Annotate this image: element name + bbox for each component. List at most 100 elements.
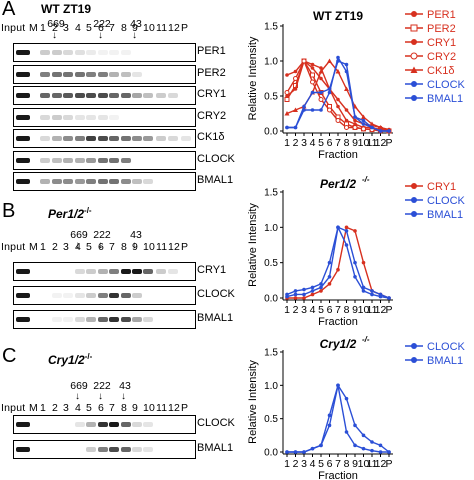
y-tick-label: 0.0 xyxy=(264,294,278,305)
blot-band xyxy=(143,136,153,141)
data-point xyxy=(293,450,298,454)
x-tick-label: 5 xyxy=(318,137,324,149)
data-point xyxy=(327,282,332,286)
data-point xyxy=(310,79,315,85)
lane-header-label: 11 xyxy=(156,241,168,253)
lane-header-label: 6 xyxy=(98,22,105,34)
data-point xyxy=(319,108,323,112)
x-tick-label: 7 xyxy=(335,137,341,149)
y-tick-label: 0.5 xyxy=(264,414,278,425)
data-point xyxy=(285,94,289,98)
blot-band xyxy=(63,179,73,184)
input-band xyxy=(16,114,30,120)
data-point xyxy=(284,90,290,95)
blot-band xyxy=(132,422,142,427)
lane-header-label: Input xyxy=(1,241,26,253)
data-point xyxy=(378,443,383,448)
blot-band xyxy=(143,422,153,427)
x-tick-label: 9 xyxy=(352,458,358,470)
blot-band xyxy=(132,317,142,322)
data-point xyxy=(378,292,383,297)
blot-band xyxy=(132,93,142,98)
blot-band xyxy=(75,114,85,120)
blot-band xyxy=(109,269,119,274)
chart-title: WT ZT19 xyxy=(313,9,363,23)
blot-band xyxy=(121,50,131,55)
data-point xyxy=(302,108,306,112)
legend-label: CLOCK xyxy=(427,79,466,91)
size-marker-label: 43 xyxy=(130,18,142,30)
data-point xyxy=(378,129,383,133)
x-tick-label: 5 xyxy=(318,304,324,316)
y-tick-label: 0.5 xyxy=(264,92,278,103)
blot-band xyxy=(121,136,131,141)
blot-band xyxy=(156,136,166,141)
blot-row xyxy=(13,262,196,281)
x-tick-label: 4 xyxy=(310,304,316,316)
data-point xyxy=(327,413,332,418)
x-tick-label: 3 xyxy=(301,304,307,316)
data-point xyxy=(353,118,357,123)
blot-band xyxy=(181,136,191,141)
blot-band xyxy=(86,293,96,298)
x-tick-label: 2 xyxy=(293,458,299,470)
blot-band xyxy=(63,157,73,163)
legend-label: CRY1 xyxy=(427,37,456,49)
size-marker-arrow: ↓ xyxy=(132,30,137,41)
x-tick-label: 4 xyxy=(310,458,316,470)
blot-row-label: BMAL1 xyxy=(197,312,234,324)
legend-label: PER2 xyxy=(427,23,456,35)
blot-band xyxy=(52,114,62,120)
input-band xyxy=(16,422,30,427)
data-point xyxy=(344,225,349,230)
blot-band xyxy=(75,317,85,322)
data-point xyxy=(353,122,357,126)
blot-band xyxy=(98,157,108,163)
y-tick-label: 1.5 xyxy=(264,22,278,33)
data-point xyxy=(361,446,366,451)
blot-row-label: CLOCK xyxy=(197,288,235,300)
data-point xyxy=(344,229,349,233)
blot-band xyxy=(63,71,73,77)
input-band xyxy=(16,269,30,274)
lane-header-label: 3 xyxy=(63,22,70,34)
blot-band xyxy=(121,447,131,452)
blot-band xyxy=(40,136,50,141)
data-point xyxy=(387,450,391,454)
data-point xyxy=(319,90,323,95)
size-marker-label: 222 xyxy=(93,380,111,392)
blot-band xyxy=(109,136,119,141)
lane-header-label: 10 xyxy=(143,402,156,414)
data-point xyxy=(318,69,324,74)
blot-row xyxy=(13,129,196,148)
legend-marker xyxy=(411,183,417,189)
blot-title-text: Per1/2 xyxy=(48,207,85,221)
legend-label: PER1 xyxy=(427,9,456,21)
blot-band xyxy=(143,447,153,452)
x-tick-label: 11 xyxy=(367,304,378,316)
lane-header-label: 10 xyxy=(143,22,156,34)
blot-row xyxy=(13,150,196,170)
x-tick-label: 7 xyxy=(335,304,341,316)
data-point xyxy=(378,450,383,454)
blot-row xyxy=(13,440,196,459)
legend-marker xyxy=(411,343,417,349)
blot-band xyxy=(86,114,96,120)
data-point xyxy=(293,87,298,91)
lane-header-label: 1 xyxy=(40,241,47,253)
blot-band xyxy=(109,50,119,55)
blot-band xyxy=(63,50,73,55)
x-tick-label: 11 xyxy=(367,137,378,149)
data-point xyxy=(293,292,298,297)
blot-band xyxy=(52,317,62,322)
blot-band xyxy=(109,157,119,163)
x-tick-label: 6 xyxy=(327,458,333,470)
x-tick-label: 2 xyxy=(293,304,299,316)
blot-band xyxy=(86,157,96,163)
chart-title-superscript: -/- xyxy=(362,335,370,344)
input-band xyxy=(16,293,30,298)
data-point xyxy=(302,292,306,297)
data-point xyxy=(336,383,340,388)
blot-band xyxy=(109,447,119,452)
panel-letter: B xyxy=(2,200,16,222)
